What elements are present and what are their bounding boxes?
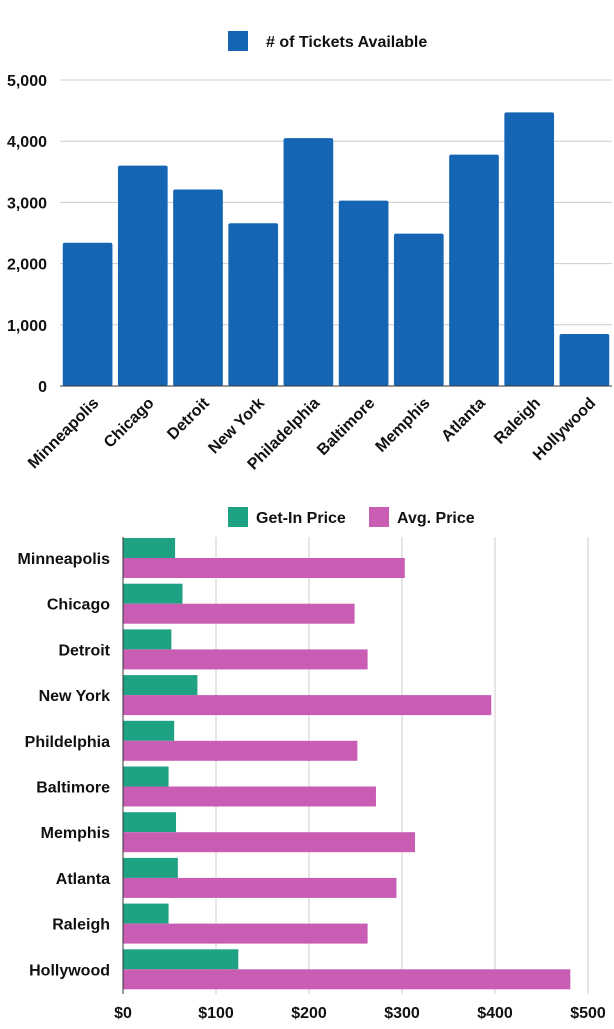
y-category-label: Hollywood <box>29 962 110 979</box>
x-category-label: Chicago <box>101 395 158 452</box>
x-category-label: Minneapolis <box>25 395 102 472</box>
y-category-label: Baltimore <box>36 780 110 797</box>
x-tick-label: $300 <box>384 1005 420 1022</box>
x-category-label: Detroit <box>164 394 213 443</box>
y-tick-label: 5,000 <box>7 73 47 90</box>
bar-avg-price <box>123 786 376 807</box>
bar-tickets <box>173 189 223 386</box>
bar-get-in-price <box>123 949 239 970</box>
y-category-label: Chicago <box>47 597 110 614</box>
x-tick-label: $0 <box>114 1005 132 1022</box>
legend-swatch-tickets <box>228 31 248 51</box>
bar-avg-price <box>123 969 571 990</box>
bar-get-in-price <box>123 903 169 924</box>
x-tick-label: $200 <box>291 1005 327 1022</box>
bar-avg-price <box>123 603 355 624</box>
bar-avg-price <box>123 832 416 853</box>
bar-get-in-price <box>123 629 172 650</box>
x-tick-label: $500 <box>570 1005 606 1022</box>
y-category-label: Memphis <box>41 825 110 842</box>
bar-get-in-price <box>123 812 177 833</box>
y-category-label: Minneapolis <box>18 551 111 568</box>
bar-get-in-price <box>123 538 176 558</box>
y-tick-label: 4,000 <box>7 134 47 151</box>
y-tick-label: 0 <box>38 379 47 396</box>
legend-swatch-get-in <box>228 507 248 527</box>
x-category-label: Atlanta <box>438 395 488 445</box>
y-category-label: Phildelphia <box>25 734 110 751</box>
x-tick-label: $400 <box>477 1005 513 1022</box>
x-category-label: Baltimore <box>314 395 378 459</box>
bar-get-in-price <box>123 675 198 696</box>
bar-get-in-price <box>123 857 178 878</box>
tickets-available-chart: # of Tickets Available 0 1,000 2,000 3,000 4,… <box>7 31 612 473</box>
bar-tickets <box>283 138 334 386</box>
bar-avg-price <box>123 923 368 944</box>
bar-avg-price <box>123 877 397 898</box>
bar-get-in-price <box>123 720 175 741</box>
x-category-label: Raleigh <box>491 395 544 448</box>
legend-label-tickets: # of Tickets Available <box>266 34 427 51</box>
bar-tickets <box>449 154 499 386</box>
bar-tickets <box>559 333 610 386</box>
price-chart: Get-In Price Avg. Price $0 $100 $200 $300 $400… <box>18 507 606 1022</box>
y-tick-label: 1,000 <box>7 318 47 335</box>
y-tick-label: 2,000 <box>7 257 47 274</box>
bar-get-in-price <box>123 583 183 604</box>
y-category-label: Detroit <box>58 642 110 659</box>
legend-label-avg: Avg. Price <box>397 510 475 527</box>
bar-tickets <box>117 165 168 386</box>
y-category-label: New York <box>39 688 111 705</box>
bar-tickets <box>393 233 444 386</box>
bar-tickets <box>228 223 279 386</box>
bar-tickets <box>504 112 555 386</box>
legend-swatch-avg <box>369 507 389 527</box>
bar-tickets <box>338 200 389 386</box>
bar-avg-price <box>123 649 368 670</box>
y-tick-label: 3,000 <box>7 195 47 212</box>
bar-avg-price <box>123 558 405 578</box>
x-tick-label: $100 <box>198 1005 234 1022</box>
x-category-label: Memphis <box>373 395 434 456</box>
bar-tickets <box>62 242 113 386</box>
y-category-label: Raleigh <box>52 917 110 934</box>
legend-label-get-in: Get-In Price <box>256 510 346 527</box>
y-category-label: Atlanta <box>56 871 110 888</box>
bar-avg-price <box>123 740 358 761</box>
bar-avg-price <box>123 695 492 716</box>
bar-get-in-price <box>123 766 169 787</box>
